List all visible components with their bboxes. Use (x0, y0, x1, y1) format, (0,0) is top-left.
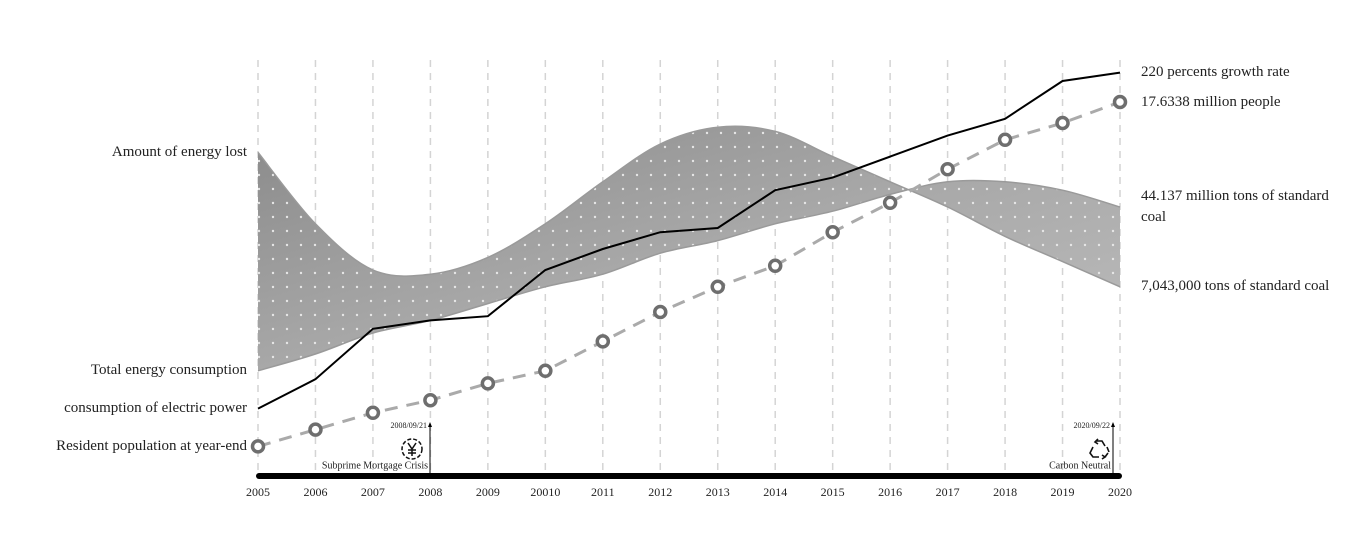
series-label: Total energy consumption (91, 362, 248, 378)
point (767, 258, 783, 274)
event-date: 2008/09/21 (391, 421, 427, 430)
point (423, 392, 438, 408)
end-label: 220 percents growth rate (1141, 64, 1290, 81)
x-tick-label: 2007 (361, 485, 385, 499)
band-dots (258, 126, 1120, 371)
end-label: 17.6338 million people (1141, 93, 1281, 110)
x-tick-label: 2009 (476, 485, 500, 499)
point (480, 376, 496, 391)
series-label: Resident population at year-end (56, 438, 247, 454)
x-tick-label: 2020 (1108, 485, 1132, 499)
series-line (257, 71, 1121, 410)
point (997, 132, 1013, 148)
x-tick-label: 2005 (246, 485, 270, 499)
x-tick-label: 2006 (303, 485, 327, 499)
x-tick-label: 2018 (993, 485, 1017, 499)
point (538, 363, 553, 379)
end-label-text: 220 percents growth rate (1141, 64, 1290, 81)
end-label-text: 44.137 million tons of standard coal (1141, 188, 1329, 225)
band-edge (257, 179, 1121, 372)
end-label: 7,043,000 tons of standard coal (1141, 278, 1330, 295)
point (940, 161, 955, 177)
event-date: 2020/09/22 (1074, 421, 1110, 430)
point (882, 195, 898, 211)
yen-icon (401, 438, 423, 460)
end-label: 44.137 million tons of standard coal (1141, 188, 1329, 225)
series-line (257, 100, 1121, 448)
end-label-text: 7,043,000 tons of standard coal (1141, 278, 1330, 295)
x-tick-label: 2012 (648, 485, 672, 499)
x-tick-label: 2015 (821, 485, 845, 499)
band-edge (257, 125, 1121, 288)
series-label: consumption of electric power (64, 400, 247, 416)
x-tick-label: 2016 (878, 485, 902, 499)
point (595, 334, 611, 349)
x-tick-label: 2008 (418, 485, 442, 499)
series-label: Amount of energy lost (112, 144, 248, 160)
point (825, 224, 840, 240)
point (365, 405, 381, 421)
point (710, 279, 725, 295)
event-label: Carbon Neutral (1049, 460, 1111, 471)
x-tick-label: 2013 (706, 485, 730, 499)
event-arrow (428, 422, 432, 427)
recycle-icon (1089, 438, 1110, 460)
x-tick-label: 2019 (1051, 485, 1075, 499)
x-tick-label: 2014 (763, 485, 787, 499)
event-arrow (1111, 422, 1115, 427)
point (250, 439, 266, 454)
event-label: Subprime Mortgage Crisis (322, 460, 428, 471)
x-tick-label: 20010 (530, 485, 560, 499)
x-tick-label: 2011 (591, 485, 615, 499)
point (1055, 115, 1070, 131)
point (308, 422, 323, 437)
end-label-text: 17.6338 million people (1141, 93, 1281, 110)
point (653, 304, 668, 320)
point (1112, 94, 1128, 110)
timeline-bar (256, 473, 1122, 479)
x-tick-label: 2017 (936, 485, 960, 499)
